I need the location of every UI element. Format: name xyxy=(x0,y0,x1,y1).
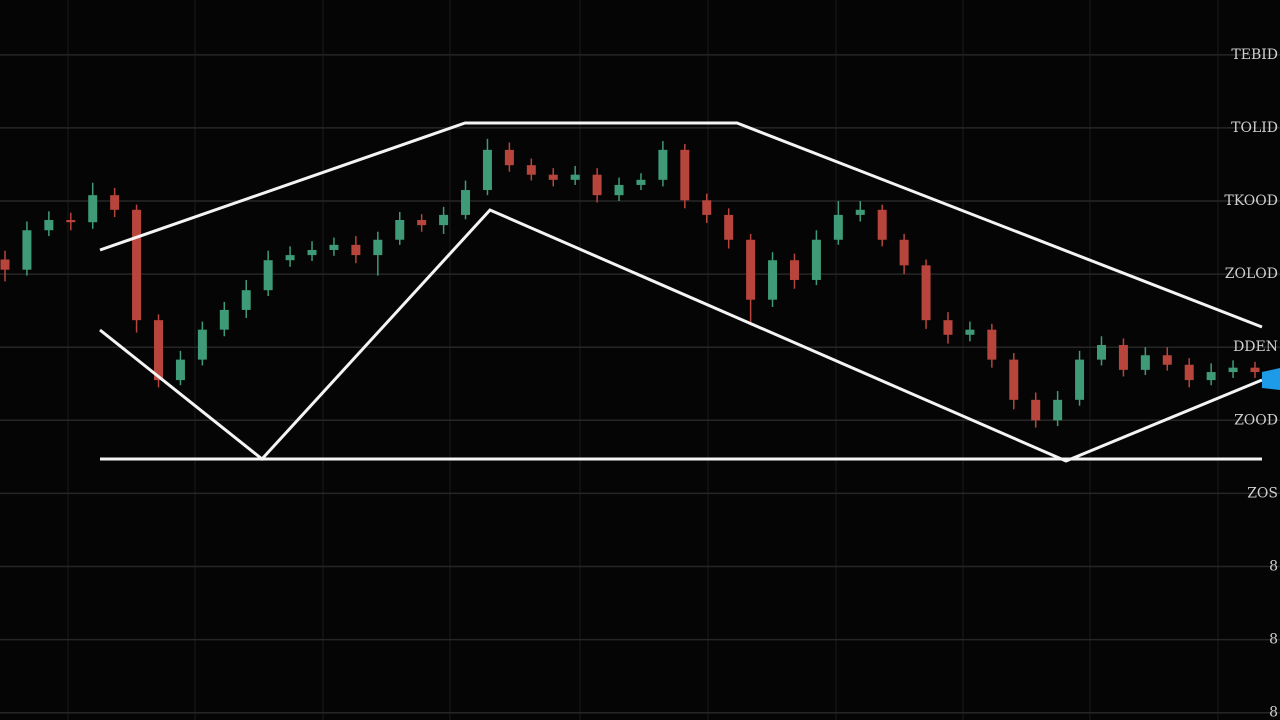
candle-body xyxy=(965,329,975,335)
candle-body xyxy=(241,290,251,310)
candle-body xyxy=(1184,364,1194,381)
candle-body xyxy=(789,260,799,280)
candle-body xyxy=(768,260,778,300)
candle-body xyxy=(680,149,690,201)
candle-body xyxy=(175,359,185,381)
candle-body xyxy=(1096,345,1106,360)
candle-body xyxy=(307,249,317,256)
candle-body xyxy=(351,244,361,256)
y-tick-label: TKOOD xyxy=(1224,193,1278,209)
candle-body xyxy=(110,195,120,210)
candle-body xyxy=(1009,359,1019,400)
candle-body xyxy=(263,260,273,291)
candle-body xyxy=(1162,355,1172,365)
y-tick-label: ZOS xyxy=(1247,485,1278,501)
axis-labels: 8 8 8 ZOS ZOOD DDEN ZOLOD TKOOD TOLID TEBID xyxy=(1224,47,1278,720)
candle-body xyxy=(943,320,953,335)
candle-body xyxy=(899,239,909,266)
y-tick-label: ZOLOD xyxy=(1225,266,1278,282)
candle-body xyxy=(1140,355,1150,370)
candle-body xyxy=(395,220,405,240)
candle-body xyxy=(833,214,843,240)
y-tick-label: TEBID xyxy=(1231,47,1278,63)
candle-body xyxy=(417,220,427,226)
candle-body xyxy=(154,320,164,381)
candles xyxy=(0,138,1260,428)
y-tick-label: 8 xyxy=(1269,705,1278,720)
candle-body xyxy=(461,190,471,215)
candle-body xyxy=(88,195,98,223)
candle-body xyxy=(329,244,339,250)
candle-body xyxy=(658,149,668,180)
y-tick-label: TOLID xyxy=(1231,120,1278,136)
candle-body xyxy=(439,214,449,226)
candle-body xyxy=(987,329,997,360)
y-tick-label: 8 xyxy=(1269,558,1278,574)
candle-body xyxy=(1206,372,1216,381)
candle-body xyxy=(1228,367,1238,373)
price-marker xyxy=(1262,368,1280,390)
candle-body xyxy=(1053,399,1063,421)
candle-body xyxy=(504,149,514,166)
candle-body xyxy=(1250,367,1260,373)
candle-body xyxy=(219,309,229,330)
candle-body xyxy=(1118,345,1128,370)
y-tick-label: DDEN xyxy=(1233,339,1278,355)
candle-body xyxy=(724,214,734,240)
candle-body xyxy=(1075,359,1085,400)
candle-body xyxy=(526,165,536,175)
candle-body xyxy=(482,149,492,191)
candle-body xyxy=(855,209,865,215)
candle-body xyxy=(702,200,712,215)
y-tick-label: 8 xyxy=(1269,632,1278,648)
grid xyxy=(0,54,1280,714)
candle-body xyxy=(636,179,646,185)
y-tick-label: ZOOD xyxy=(1234,412,1278,428)
candle-body xyxy=(614,184,624,196)
candle-body xyxy=(921,265,931,321)
candle-body xyxy=(285,255,295,261)
candle-body xyxy=(592,174,602,196)
candle-body xyxy=(746,239,756,300)
candle-body xyxy=(66,220,76,223)
candle-body xyxy=(0,259,10,270)
candle-body xyxy=(548,174,558,180)
candle-body xyxy=(132,209,142,321)
candle-body xyxy=(44,220,54,231)
candle-body xyxy=(1031,399,1041,421)
candle-body xyxy=(570,174,580,180)
candle-body xyxy=(811,239,821,280)
candle-body xyxy=(877,209,887,240)
candle-body xyxy=(197,329,207,360)
candle-body xyxy=(22,230,32,270)
trendlines xyxy=(99,121,1263,463)
vertical-grid xyxy=(67,0,1219,720)
candle-body xyxy=(373,239,383,256)
